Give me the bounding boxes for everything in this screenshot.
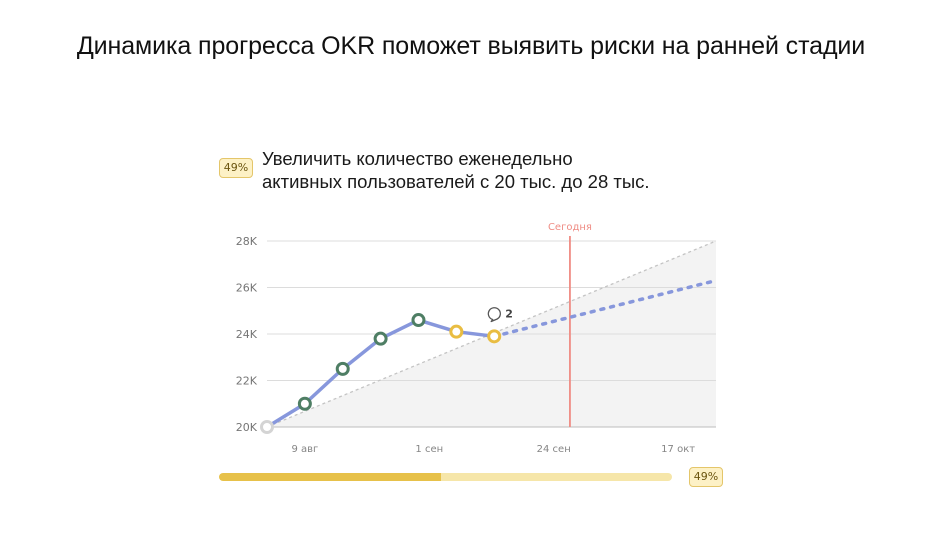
checkpoint-green[interactable] (373, 331, 388, 346)
forecast-line (492, 278, 718, 339)
y-tick-label: 24K (236, 328, 258, 341)
okr-progress-bar-label: 49% (689, 467, 723, 487)
today-label: Сегодня (548, 222, 592, 233)
okr-progress-badge: 49% (219, 158, 253, 178)
comment-icon (487, 307, 501, 323)
y-tick-label: 28K (236, 235, 258, 248)
checkpoint-green[interactable] (297, 396, 312, 411)
comment-count: 2 (505, 308, 513, 321)
okr-progress-bar (219, 473, 672, 481)
okr-title: Увеличить количество еженедельно активны… (262, 147, 650, 193)
okr-title-line-2: активных пользователей с 20 тыс. до 28 т… (262, 171, 650, 192)
comment-indicator[interactable]: 2 (487, 307, 513, 323)
okr-title-line-1: Увеличить количество еженедельно (262, 148, 573, 169)
x-tick-label: 17 окт (661, 444, 695, 455)
x-tick-label: 1 сен (415, 444, 443, 455)
y-tick-label: 26K (236, 282, 258, 295)
checkpoint-yellow[interactable] (487, 329, 502, 344)
y-tick-label: 22K (236, 375, 258, 388)
checkpoint-green[interactable] (411, 313, 426, 328)
checkpoint-yellow[interactable] (449, 324, 464, 339)
checkpoint-green[interactable] (335, 361, 350, 376)
y-tick-label: 20K (236, 421, 258, 434)
x-tick-label: 9 авг (291, 444, 318, 455)
x-tick-label: 24 сен (537, 444, 571, 455)
checkpoint-start[interactable] (260, 420, 274, 434)
page-title: Динамика прогресса OKR поможет выявить р… (76, 32, 866, 60)
okr-progress-fill (219, 473, 441, 481)
